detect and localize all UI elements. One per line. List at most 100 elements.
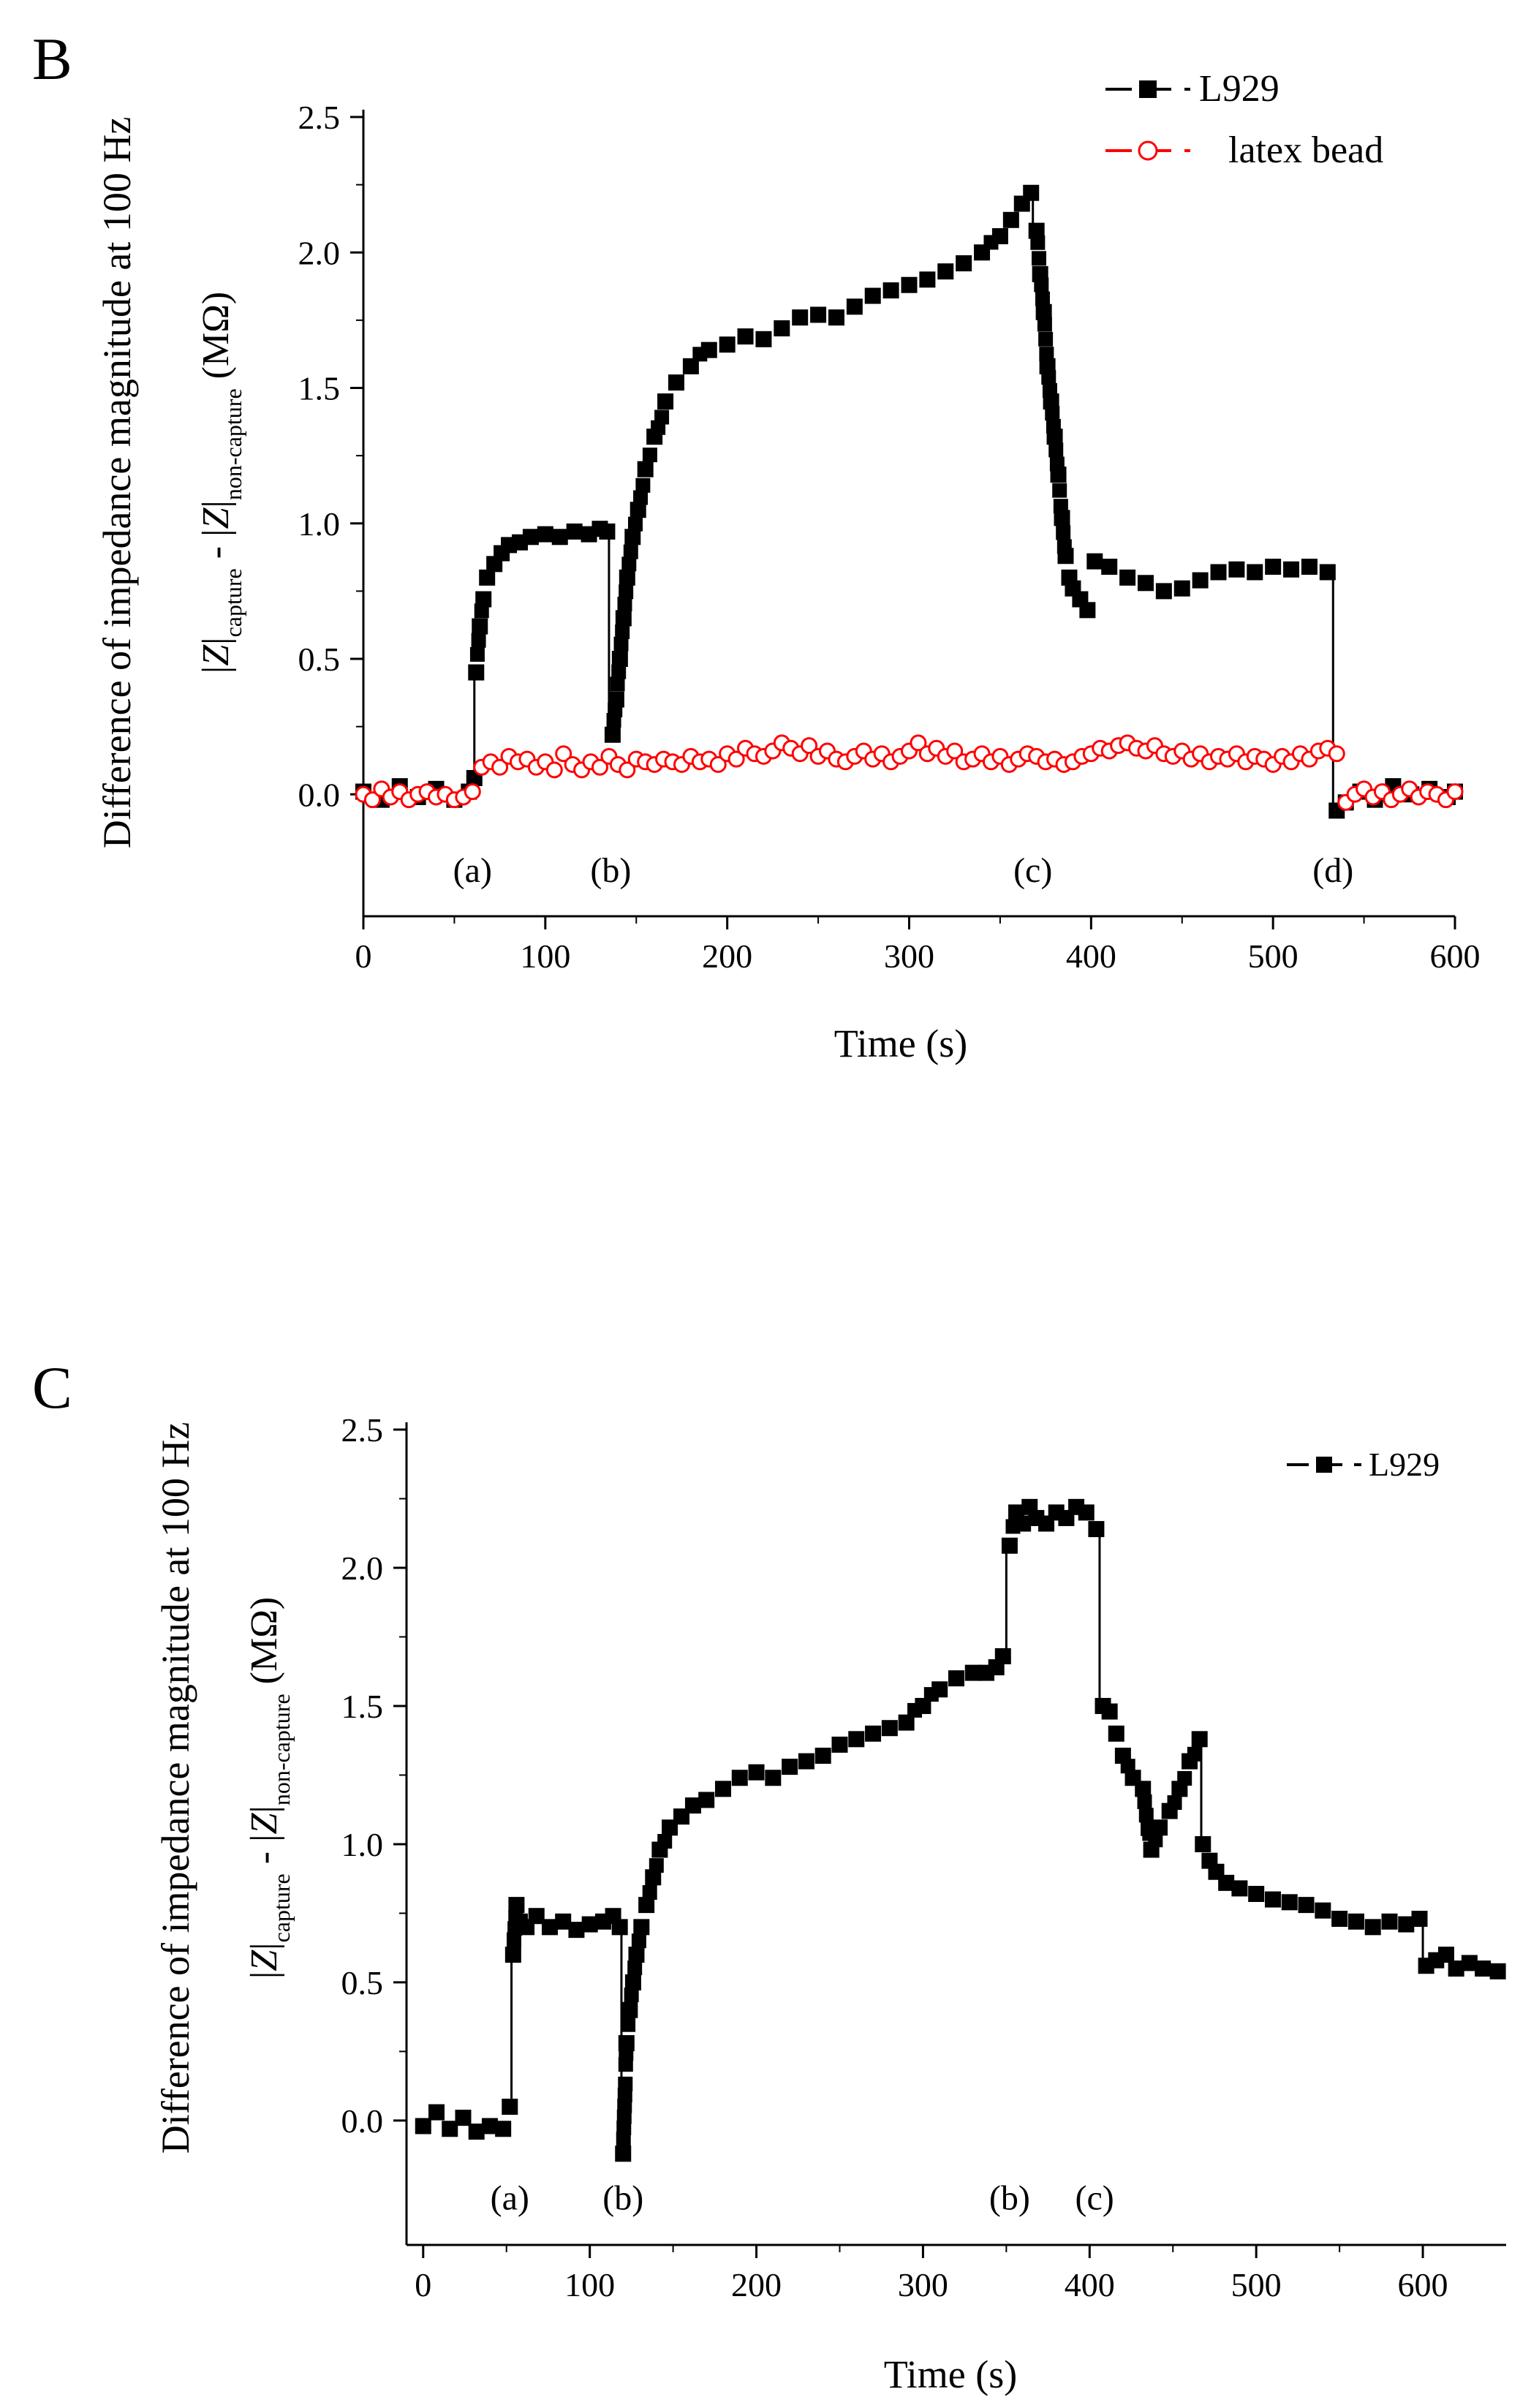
x-tick-label: 200 xyxy=(702,937,752,975)
data-point-interp xyxy=(642,448,657,463)
data-point xyxy=(472,618,488,635)
x-tick-label: 400 xyxy=(1066,937,1116,975)
data-point xyxy=(545,761,563,779)
data-point xyxy=(731,1770,748,1786)
data-point-interp xyxy=(619,584,634,600)
data-point xyxy=(727,750,745,768)
data-point xyxy=(491,758,509,776)
data-point xyxy=(931,1681,948,1698)
data-point xyxy=(1231,1880,1248,1897)
data-point xyxy=(719,336,736,353)
data-point xyxy=(551,529,568,546)
data-point xyxy=(566,523,583,540)
data-point xyxy=(798,1753,814,1770)
data-point-interp xyxy=(635,478,651,493)
data-point-interp xyxy=(1137,1794,1152,1809)
data-point xyxy=(1195,1835,1211,1852)
legend-entry-l929: L929 xyxy=(1105,68,1279,110)
data-point xyxy=(468,2124,485,2140)
y-axis-label-line1: Difference of impedance magnitude at 100… xyxy=(95,117,139,849)
data-point xyxy=(714,1781,731,1797)
series-latex-bead xyxy=(355,734,1464,811)
data-point xyxy=(698,1792,715,1808)
data-point xyxy=(415,2118,431,2135)
data-point-interp xyxy=(623,544,638,559)
data-point-interp xyxy=(1037,317,1052,332)
x-tick-label: 500 xyxy=(1231,2266,1282,2303)
data-point xyxy=(468,664,485,681)
data-point xyxy=(495,2121,512,2137)
data-point xyxy=(628,1947,645,1963)
data-point-interp xyxy=(617,597,632,612)
data-point xyxy=(637,461,654,478)
y-axis-label-secondary: |Z|capture - |Z|non-capture (MΩ) xyxy=(243,1597,295,1979)
data-point-interp xyxy=(1052,483,1067,498)
data-point xyxy=(455,2110,472,2126)
data-point-interp xyxy=(1138,1808,1154,1823)
data-point xyxy=(1264,1891,1281,1908)
y-tick-label: 1.5 xyxy=(298,370,341,407)
data-point xyxy=(1461,1955,1478,1971)
data-point xyxy=(1381,1913,1398,1930)
data-point xyxy=(1283,561,1300,578)
data-point xyxy=(1035,303,1052,320)
x-tick-label: 0 xyxy=(415,2266,431,2303)
data-point-interp xyxy=(611,664,627,679)
data-point xyxy=(1173,580,1190,597)
data-point xyxy=(618,2035,635,2052)
panel-label: B xyxy=(32,26,72,92)
data-point xyxy=(937,263,954,280)
data-point-interp xyxy=(610,676,625,692)
data-point xyxy=(1210,564,1227,581)
x-tick-label: 600 xyxy=(1430,937,1481,975)
data-point-interp xyxy=(469,646,485,662)
data-point xyxy=(1298,1897,1315,1914)
data-point xyxy=(657,393,674,410)
x-tick-label: 500 xyxy=(1248,937,1298,975)
data-point-interp xyxy=(1148,1833,1163,1848)
event-annotation: (c) xyxy=(1075,2179,1114,2218)
data-point xyxy=(1248,1885,1265,1902)
data-point-interp xyxy=(624,1988,639,2003)
data-point xyxy=(755,331,772,347)
data-point xyxy=(994,1648,1011,1664)
data-point-interp xyxy=(1038,331,1054,347)
data-point-interp xyxy=(1187,1746,1202,1762)
data-point xyxy=(700,341,717,358)
data-point xyxy=(948,1670,964,1687)
data-point xyxy=(624,529,641,546)
legend-entry-latex-bead: latex bead xyxy=(1105,129,1383,171)
data-point xyxy=(748,1764,765,1781)
series-l929 xyxy=(355,184,1463,819)
data-point xyxy=(1050,467,1067,483)
x-tick-label: 0 xyxy=(355,937,372,975)
legend: L929 xyxy=(1287,1446,1440,1483)
data-point-interp xyxy=(613,636,629,652)
x-tick-label: 100 xyxy=(520,937,570,975)
data-point xyxy=(624,1974,641,1990)
data-point xyxy=(1315,1902,1331,1919)
data-point xyxy=(1192,572,1209,589)
x-tick-label: 300 xyxy=(898,2266,948,2303)
data-point xyxy=(682,358,699,374)
data-point xyxy=(765,1770,782,1786)
data-point xyxy=(528,1908,545,1925)
data-point xyxy=(831,1736,848,1753)
data-point xyxy=(464,783,481,801)
data-point xyxy=(568,1922,585,1939)
data-point xyxy=(604,726,621,743)
legend-label-l929: L929 xyxy=(1199,68,1279,110)
data-point xyxy=(1086,553,1103,570)
data-point xyxy=(946,742,964,760)
data-point xyxy=(599,523,616,540)
x-tick-label: 300 xyxy=(884,937,934,975)
data-point xyxy=(668,374,684,391)
data-point xyxy=(1152,1819,1168,1836)
data-point xyxy=(555,1913,572,1930)
data-point-interp xyxy=(1167,1795,1182,1811)
data-point xyxy=(1057,548,1074,565)
data-point-interp xyxy=(471,633,486,648)
data-point xyxy=(1191,1731,1208,1748)
data-point xyxy=(1028,222,1045,239)
data-point xyxy=(848,1731,865,1748)
